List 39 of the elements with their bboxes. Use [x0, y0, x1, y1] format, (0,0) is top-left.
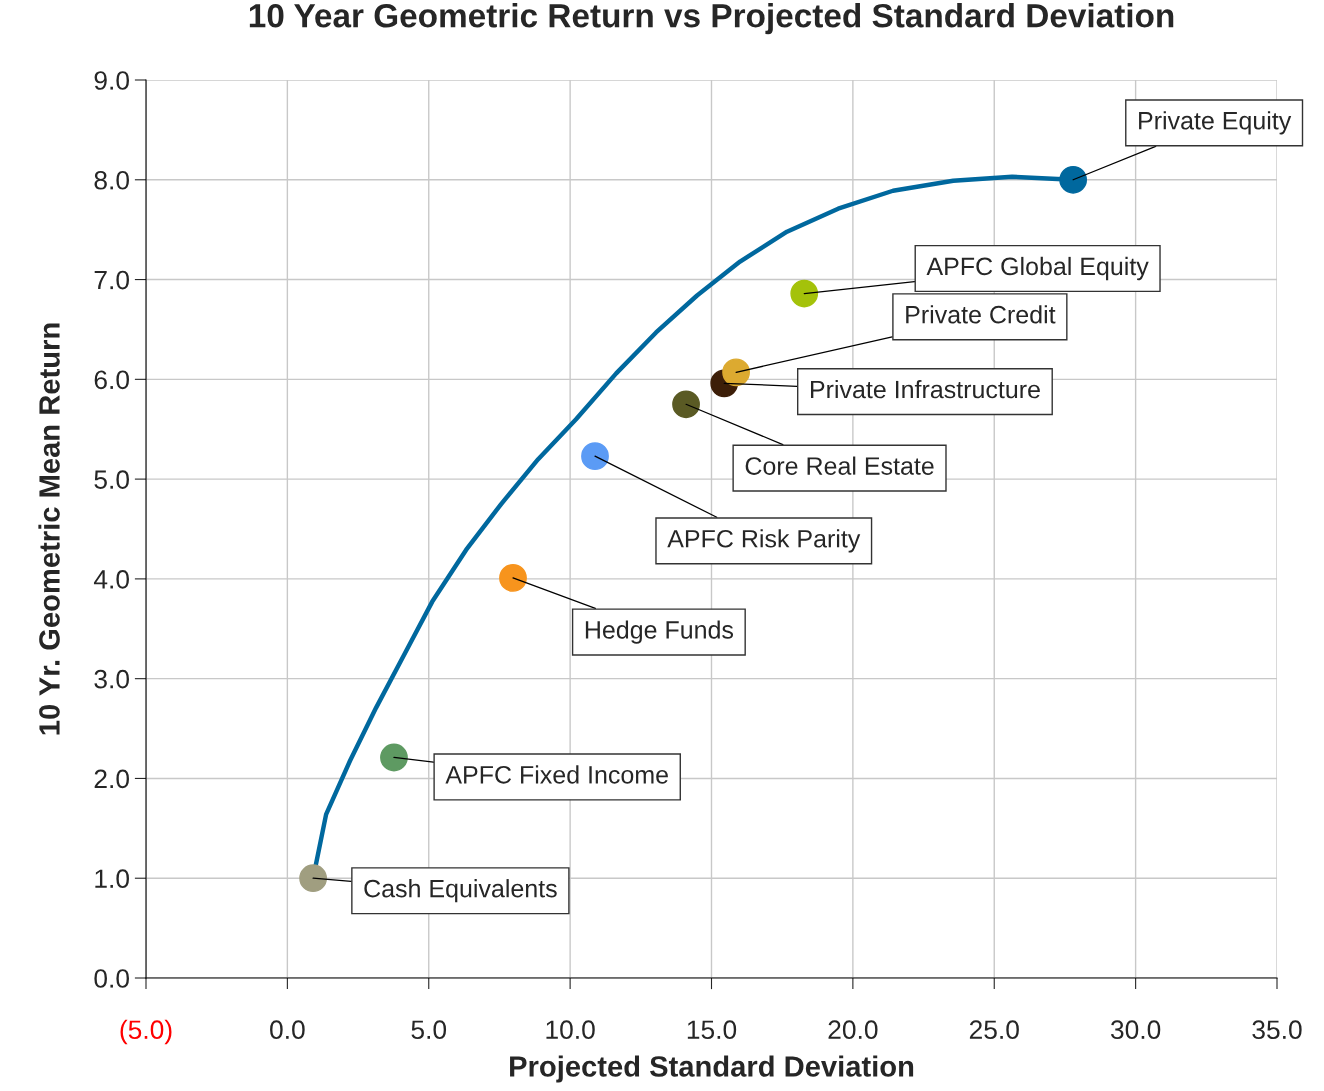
annotation: Cash Equivalents [364, 879, 557, 903]
annotation: APFC Risk Parity [667, 529, 861, 553]
y-tick-label: 8.0 [94, 170, 129, 190]
y-tick-label: 5.0 [94, 470, 129, 489]
y-tick-label: 0.0 [94, 969, 129, 988]
y-tick-label: 9.0 [94, 71, 129, 90]
x-tick-label: 5.0 [411, 1020, 447, 1040]
point [672, 390, 700, 419]
x-tick-label: 0.0 [270, 1020, 305, 1040]
point [380, 743, 408, 772]
y-tick-label: 4.0 [93, 570, 129, 589]
annotation: Hedge Funds [585, 620, 734, 644]
x-tick-label: 10.0 [546, 1020, 595, 1040]
annotation: Private Infrastructure [811, 380, 1040, 399]
x-tick-label: 35.0 [1252, 1020, 1302, 1040]
x-tick-label: 15.0 [687, 1020, 737, 1040]
x-tick-label: 30.0 [1110, 1020, 1161, 1040]
annotation: Private Equity [1139, 111, 1292, 135]
chart-title: 10 Year Geometric Return vs Projected Standard Deviation [249, 3, 1174, 35]
point [790, 279, 819, 308]
point [499, 564, 527, 592]
annotation: APFC Fixed Income [445, 765, 668, 784]
y-tick-label: 3.0 [94, 669, 129, 689]
y-tick-label: 6.0 [94, 370, 129, 390]
x-tick-label: 25.0 [969, 1020, 1019, 1040]
y-axis-title: 10 Yr. Geometric Mean Return [38, 323, 60, 735]
annotation: APFC Global Equity [926, 256, 1149, 281]
y-tick-label: 7.0 [94, 270, 129, 290]
annotation: Core Real Estate [745, 456, 934, 475]
point [722, 358, 750, 387]
point [1059, 165, 1088, 194]
y-tick-label: 1.0 [95, 869, 129, 889]
annotation: Private Credit [906, 305, 1056, 324]
x-tick-label: 20.0 [828, 1020, 878, 1040]
x-tick-label: (5.0) [120, 1019, 172, 1045]
point [299, 864, 327, 893]
x-axis-title: Projected Standard Deviation [510, 1055, 914, 1083]
point [581, 442, 609, 471]
y-tick-label: 2.0 [94, 769, 129, 789]
